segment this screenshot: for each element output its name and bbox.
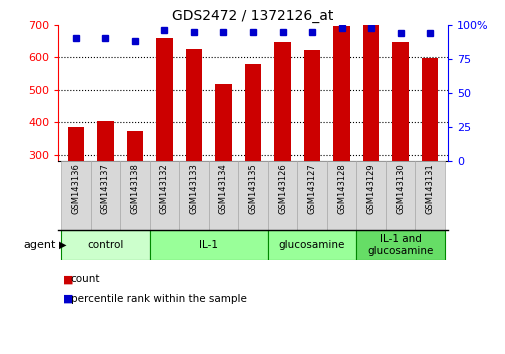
Bar (120, 161, 149, 230)
Text: GSM143127: GSM143127 (307, 163, 316, 214)
Text: control: control (87, 240, 123, 250)
Text: GSM143129: GSM143129 (366, 163, 375, 214)
Text: count: count (71, 274, 100, 284)
Bar (415, 161, 444, 230)
Text: GSM143128: GSM143128 (336, 163, 345, 214)
Bar (61, 161, 90, 230)
Text: GSM143135: GSM143135 (248, 163, 257, 214)
Bar (274, 42, 290, 161)
Bar (421, 58, 437, 161)
Bar (244, 64, 261, 161)
Bar (267, 161, 296, 230)
Bar (326, 161, 356, 230)
Bar (238, 161, 267, 230)
Text: IL-1 and
glucosamine: IL-1 and glucosamine (367, 234, 433, 256)
Text: GSM143133: GSM143133 (189, 163, 198, 214)
Bar (215, 84, 231, 161)
Bar (179, 161, 208, 230)
Text: IL-1: IL-1 (199, 240, 218, 250)
Bar (97, 121, 113, 161)
Text: GSM143136: GSM143136 (71, 163, 80, 214)
Text: GSM143137: GSM143137 (100, 163, 110, 214)
Text: percentile rank within the sample: percentile rank within the sample (71, 294, 246, 304)
Bar (392, 42, 408, 161)
Bar (356, 161, 385, 230)
Text: GSM143134: GSM143134 (219, 163, 228, 214)
Bar (297, 161, 326, 230)
Bar (149, 230, 267, 260)
Bar (356, 230, 444, 260)
Text: GDS2472 / 1372126_at: GDS2472 / 1372126_at (172, 9, 333, 23)
Bar (68, 127, 84, 161)
Bar (185, 49, 201, 161)
Bar (61, 230, 149, 260)
Bar (385, 161, 415, 230)
Text: agent: agent (23, 240, 56, 250)
Bar (127, 131, 143, 161)
Bar (333, 27, 349, 161)
Bar (149, 161, 179, 230)
Text: ■: ■ (63, 294, 74, 304)
Text: glucosamine: glucosamine (278, 240, 344, 250)
Bar (267, 230, 356, 260)
Text: GSM143126: GSM143126 (277, 163, 286, 214)
Text: GSM143132: GSM143132 (160, 163, 169, 214)
Bar (208, 161, 238, 230)
Bar (90, 161, 120, 230)
Bar (362, 25, 378, 161)
Text: GSM143138: GSM143138 (130, 163, 139, 214)
Text: ■: ■ (63, 274, 74, 284)
Text: ▶: ▶ (59, 240, 67, 250)
Bar (304, 50, 320, 161)
Text: GSM143131: GSM143131 (425, 163, 434, 214)
Text: GSM143130: GSM143130 (395, 163, 405, 214)
Bar (156, 38, 172, 161)
